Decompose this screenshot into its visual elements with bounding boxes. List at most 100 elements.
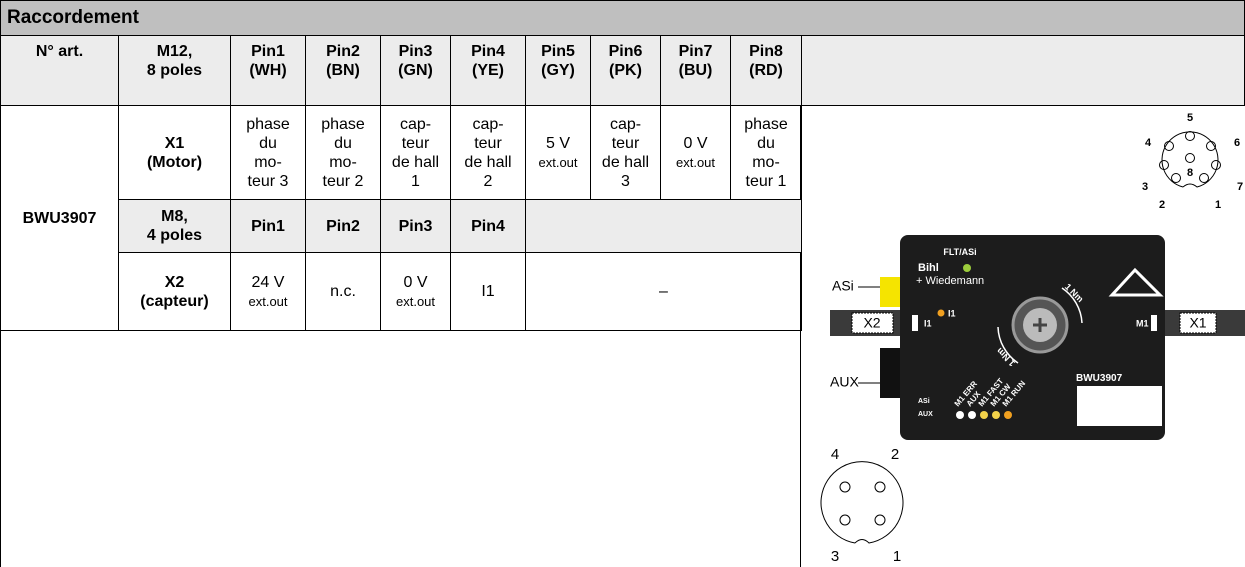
pin-cell: phase du mo- teur 2 [305, 105, 381, 200]
supply-label: ASi [918, 398, 930, 405]
cell-text: 0 V [403, 273, 428, 291]
header-cell: Pin3 (GN) [380, 35, 451, 106]
cell-text: M12, 8 poles [146, 43, 203, 79]
cell-text: X2 (capteur) [140, 273, 209, 310]
cell-text: Pin2 [326, 217, 360, 235]
pin-label: 2 [891, 446, 899, 463]
header-cell: N° art. [0, 35, 119, 106]
cell-note: ext.out [675, 154, 716, 170]
pin-label: 3 [1142, 181, 1148, 193]
cell-text: Pin6 (PK) [608, 43, 643, 79]
aux-terminal [880, 348, 902, 398]
cell-text: Pin2 (BN) [326, 43, 360, 79]
connector-cell: M8, 4 poles [118, 199, 231, 253]
cell-text: 0 V [683, 134, 708, 152]
pin-cell: 5 V ext.out [525, 105, 591, 200]
pin-cell: Pin1 [230, 199, 306, 253]
cell-text: Pin1 [251, 217, 285, 235]
cell-text: cap- teur de hall 3 [601, 115, 650, 190]
pin-cell: phase du mo- teur 1 [730, 105, 802, 200]
connector-tag [1179, 312, 1217, 334]
pin-label: 2 [1159, 199, 1165, 211]
row: M8, 4 poles Pin1 Pin2 Pin3 Pin4 [1, 199, 802, 253]
cell-text: Pin7 (BU) [678, 43, 713, 79]
header-filler [800, 35, 1245, 106]
cell-text: 24 V [251, 273, 285, 291]
cell-text: phase du mo- teur 3 [246, 115, 290, 190]
cell-note: ext.out [248, 293, 288, 309]
header-cell: Pin1 (WH) [230, 35, 306, 106]
connector-label: X1 [1189, 315, 1206, 331]
cell-text: I1 [481, 283, 495, 300]
row: X2 (capteur) 24 V ext.out n.c. 0 V ext.out I1 – [1, 252, 802, 331]
led-label: I1 [948, 308, 956, 318]
header-cell: Pin6 (PK) [590, 35, 661, 106]
asi-terminal [880, 277, 902, 307]
pin-label: 1 [1215, 199, 1221, 211]
pin-cell: 24 V ext.out [230, 252, 306, 331]
cell-text: Pin8 (RD) [749, 43, 783, 79]
pin-table: N° art. M12, 8 poles Pin1 (WH) Pin2 (BN) Pin… [0, 35, 802, 331]
led [968, 411, 976, 419]
cell-text: Pin4 [471, 217, 505, 235]
pin-cell: 0 V ext.out [660, 105, 731, 200]
pin-label: 3 [831, 548, 839, 565]
marker [912, 315, 918, 331]
pin-cell: Pin4 [450, 199, 526, 253]
cell-text: cap- teur de hall 1 [391, 115, 440, 190]
row: BWU3907 X1 (Motor) phase du mo- teur 3 phas… [0, 105, 802, 331]
empty-cell [525, 199, 802, 253]
led [1004, 411, 1012, 419]
cell-text: M8, 4 poles [146, 208, 203, 244]
led [963, 264, 971, 272]
pin-label: 4 [1145, 137, 1152, 149]
cell-note: ext.out [395, 293, 436, 309]
port-label: I1 [924, 318, 932, 328]
knob-slot [1033, 318, 1047, 332]
pin-cell: 0 V ext.out [380, 252, 451, 331]
pin-label: 5 [1187, 112, 1193, 124]
pin-cell: cap- teur de hall 1 [380, 105, 451, 200]
m12-connector [1159, 131, 1221, 188]
pin-cell: Pin3 [380, 199, 451, 253]
asi-logo [1108, 267, 1164, 297]
brand: Bihl [918, 262, 939, 274]
cell-text: 5 V [545, 134, 570, 152]
asi-label: ASi [832, 278, 854, 294]
cell-text: Pin3 [398, 217, 433, 235]
connector-cell: X1 (Motor) [118, 105, 231, 200]
cell-text: phase du mo- teur 2 [321, 115, 365, 190]
pin-cell: – [525, 252, 802, 331]
led [937, 309, 945, 317]
pin-cell: I1 [450, 252, 526, 331]
led [956, 411, 964, 419]
pin-label: 6 [1234, 137, 1240, 149]
arrow [1061, 287, 1083, 324]
connector-cell: X2 (capteur) [118, 252, 231, 331]
cell-text: Pin3 (GN) [398, 43, 433, 79]
cell-text: N° art. [35, 43, 84, 60]
m8-connector [820, 461, 904, 544]
cell-text: Pin4 (YE) [471, 43, 505, 79]
article-cell: BWU3907 [0, 105, 119, 331]
header-row: N° art. M12, 8 poles Pin1 (WH) Pin2 (BN) Pin… [0, 35, 802, 106]
cell-text: cap- teur de hall 2 [464, 115, 512, 190]
connector-label: X2 [863, 315, 880, 331]
pin-cell: Pin2 [305, 199, 381, 253]
supply-label: AUX [918, 411, 933, 418]
cell-text: n.c. [330, 283, 356, 300]
header-cell: M12, 8 poles [118, 35, 231, 106]
model: BWU3907 [1076, 373, 1123, 384]
header-cell: Pin8 (RD) [730, 35, 802, 106]
device-diagram: 5 4 6 8 3 7 2 1 X2 X1 ASi AUX FLT/ASi Bi… [820, 112, 1245, 565]
pin-label: 7 [1237, 181, 1243, 193]
cell-text: BWU3907 [22, 209, 97, 227]
header-cell: Pin2 (BN) [305, 35, 381, 106]
marker [1151, 315, 1157, 331]
pin-cell: cap- teur de hall 2 [450, 105, 526, 200]
pin-cell: phase du mo- teur 3 [230, 105, 306, 200]
pin-label: 1 [893, 548, 901, 565]
arrow [997, 326, 1019, 364]
header-cell: Pin5 (GY) [525, 35, 591, 106]
